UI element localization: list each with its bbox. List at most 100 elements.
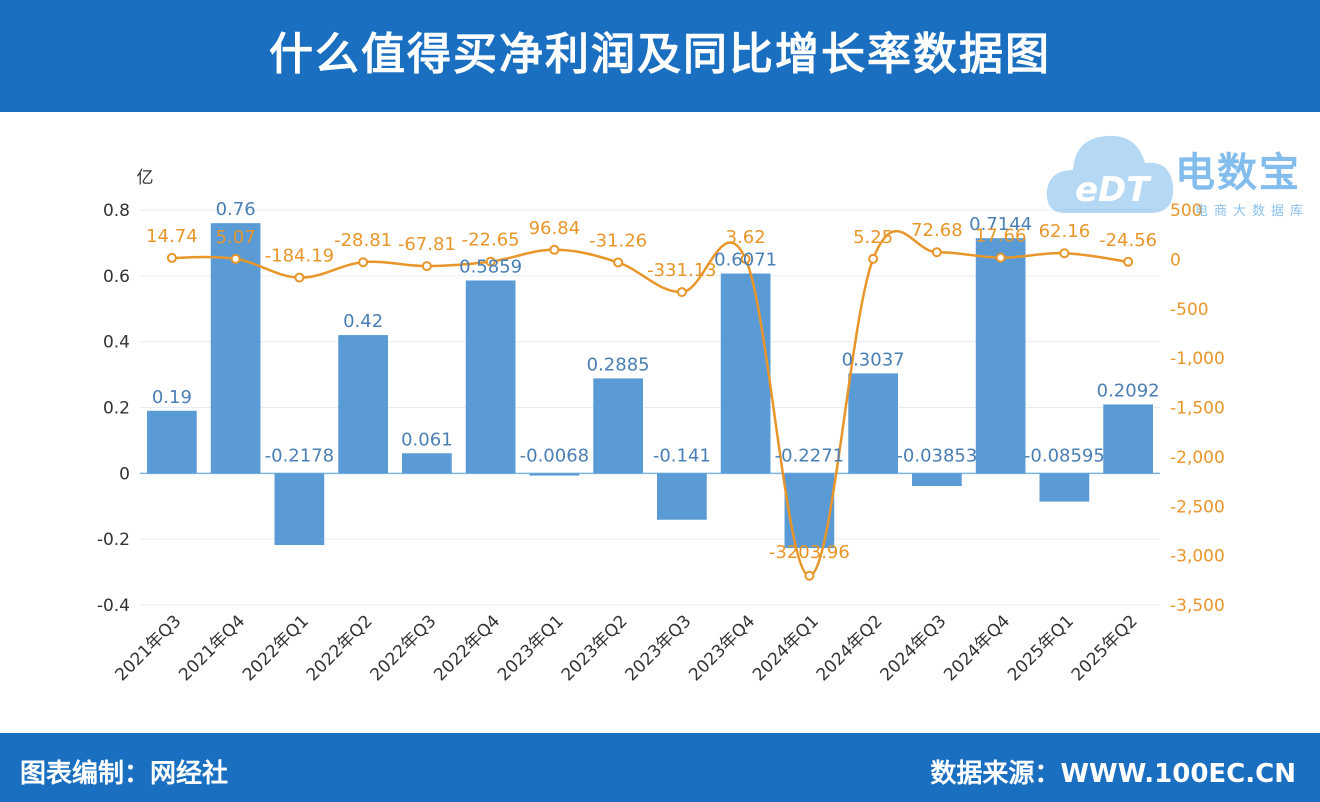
bar — [975, 238, 1026, 474]
line-point — [931, 247, 942, 258]
line-value-label: -28.81 — [334, 230, 392, 251]
line-value-label: 5.07 — [216, 227, 256, 248]
y-tick-label: 0 — [119, 464, 130, 484]
chart-svg: 0.8 0.6 0.4 0.2 0 -0.2 -0.4 亿 500 0 -500 -1,000 -1,5… — [97, 168, 1225, 685]
bar-value-label: 0.42 — [343, 311, 383, 332]
line-value-label: -67.81 — [398, 234, 456, 255]
line-point — [804, 570, 815, 581]
line-series — [166, 230, 1134, 581]
x-tick-label: 2023年Q1 — [494, 611, 568, 685]
line-point — [613, 257, 624, 268]
y2-tick-label: -1,000 — [1170, 349, 1225, 369]
footer-source: 数据来源：WWW.100EC.CN — [930, 759, 1296, 789]
line-point — [740, 254, 751, 265]
bar-value-label: 0.2092 — [1097, 380, 1160, 401]
x-tick-label: 2025年Q2 — [1068, 611, 1142, 685]
chart-area: 0.8 0.6 0.4 0.2 0 -0.2 -0.4 亿 500 0 -500 -1,000 -1,5… — [0, 112, 1320, 733]
x-tick-label: 2023年Q3 — [622, 611, 696, 685]
x-tick-label: 2022年Q4 — [430, 611, 504, 685]
bar-series — [147, 223, 1153, 549]
bar — [848, 373, 898, 474]
y-tick-label: 0.4 — [103, 333, 130, 353]
line-point — [676, 287, 687, 298]
bar-value-label: 0.19 — [152, 387, 192, 408]
line-value-label: -22.65 — [462, 230, 520, 251]
bar-value-label: -0.08595 — [1024, 445, 1105, 466]
bar — [657, 473, 707, 520]
watermark-logo-text: eDT — [1075, 170, 1150, 210]
line-value-label: -331.13 — [647, 260, 716, 281]
bar — [912, 473, 962, 487]
bar-value-label: 0.2885 — [587, 354, 650, 375]
x-tick-label: 2021年Q3 — [112, 611, 186, 685]
line-point — [358, 257, 369, 268]
y-tick-label: 0.6 — [103, 267, 130, 287]
x-tick-label: 2024年Q3 — [877, 611, 951, 685]
line-point — [1059, 248, 1070, 259]
bar — [465, 280, 516, 474]
y2-tick-label: 0 — [1170, 250, 1181, 270]
x-tick-label: 2022年Q3 — [367, 611, 441, 685]
footer-credit: 图表编制：网经社 — [20, 759, 229, 789]
x-tick-label: 2025年Q1 — [1004, 611, 1078, 685]
data-labels: 0.19 0.76 -0.2178 0.42 0.061 0.5859 -0.0068 0.2… — [146, 199, 1160, 563]
line-value-label: -31.26 — [589, 230, 647, 251]
line-point — [230, 253, 241, 264]
line-point — [294, 272, 305, 283]
y2-tick-label: -3,000 — [1170, 547, 1225, 567]
y-tick-label: -0.4 — [97, 596, 130, 616]
line-value-label: 14.74 — [146, 226, 198, 247]
line-point — [995, 252, 1006, 263]
x-tick-label: 2024年Q1 — [749, 611, 823, 685]
bar — [210, 223, 261, 474]
watermark-logo: eDT 电数宝 电商大数据库 — [1045, 118, 1320, 228]
line-value-label: 62.16 — [1039, 221, 1091, 242]
y-tick-label: 0.2 — [103, 399, 130, 419]
x-tick-label: 2021年Q4 — [175, 611, 249, 685]
line-point — [485, 256, 496, 267]
chart-title: 什么值得买净利润及同比增长率数据图 — [269, 29, 1051, 80]
y-tick-label: -0.2 — [97, 530, 130, 550]
line-point — [1123, 256, 1134, 267]
x-tick-label: 2023年Q4 — [685, 611, 759, 685]
x-tick-label: 2024年Q2 — [813, 611, 887, 685]
line-value-label: 5.25 — [853, 227, 893, 248]
bar-value-label: 0.3037 — [842, 349, 905, 370]
bar-value-label: -0.141 — [653, 445, 711, 466]
x-tick-label: 2022年Q1 — [239, 611, 313, 685]
line-value-label: 72.68 — [911, 220, 963, 241]
bar-value-label: 0.7144 — [969, 214, 1032, 235]
line-point — [549, 244, 560, 255]
line-value-label: 96.84 — [529, 218, 581, 239]
header-banner: 什么值得买净利润及同比增长率数据图 — [0, 0, 1320, 112]
y-axis-unit: 亿 — [137, 168, 154, 188]
y2-tick-label: -1,500 — [1170, 399, 1225, 419]
line-value-label: 3.62 — [726, 227, 766, 248]
bar-value-label: 0.061 — [401, 429, 453, 450]
watermark-subtitle: 电商大数据库 — [1195, 204, 1310, 219]
bar-value-label: -0.0068 — [520, 445, 589, 466]
cloud-icon — [1046, 135, 1174, 213]
x-tick-label: 2022年Q2 — [303, 611, 377, 685]
bar-value-label: -0.2271 — [775, 445, 844, 466]
bar — [274, 473, 325, 546]
x-tick-label: 2024年Q4 — [940, 611, 1014, 685]
bar — [720, 273, 771, 474]
bar — [593, 378, 643, 474]
bar-value-label: 0.76 — [216, 199, 256, 220]
bar — [529, 473, 580, 476]
y2-tick-label: -3,500 — [1170, 596, 1225, 616]
line-value-label: -184.19 — [265, 246, 334, 267]
bar-value-label: 0.5859 — [459, 256, 522, 277]
bar — [784, 473, 835, 549]
y2-tick-label: -500 — [1170, 300, 1209, 320]
bar — [1039, 473, 1090, 502]
bar — [338, 335, 388, 474]
line-point — [166, 252, 177, 263]
line-point — [421, 261, 432, 272]
line-point — [868, 253, 879, 264]
bar — [402, 453, 452, 474]
bar — [147, 410, 197, 474]
bar-value-label: -0.03853 — [896, 445, 977, 466]
y2-tick-label: -2,500 — [1170, 497, 1225, 517]
